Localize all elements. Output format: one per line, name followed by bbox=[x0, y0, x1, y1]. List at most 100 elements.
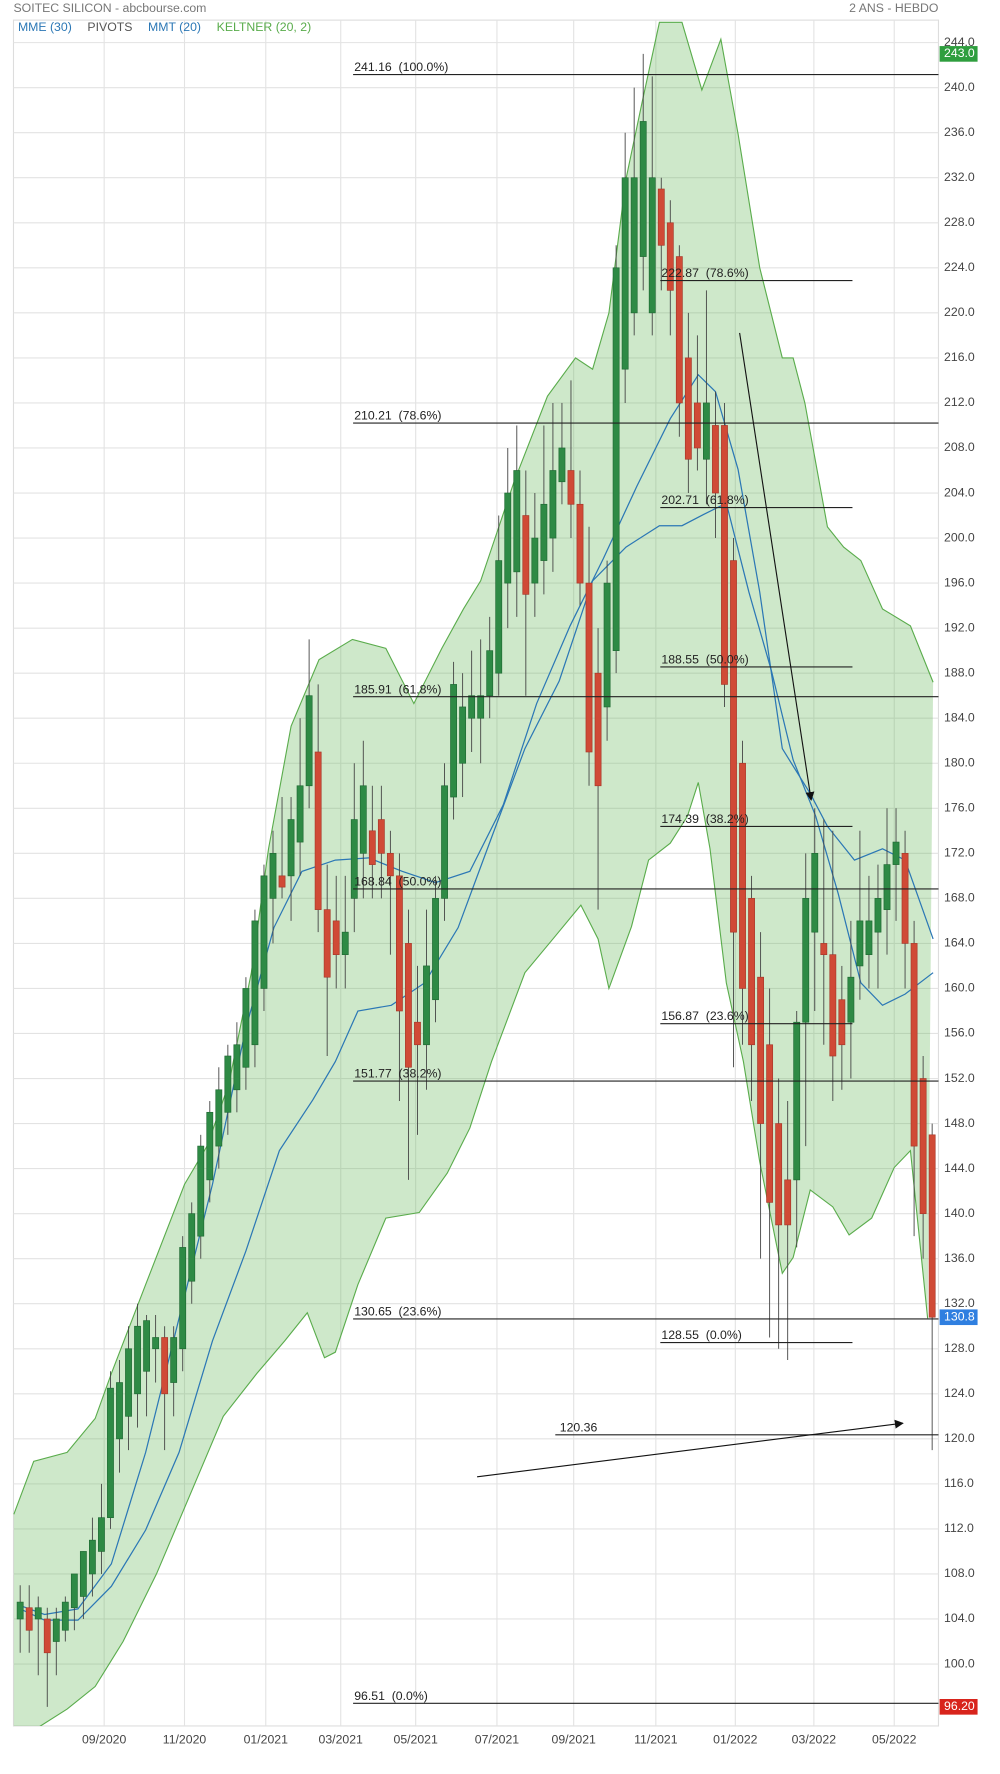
candle-body bbox=[134, 1325, 141, 1395]
x-tick-label: 03/2022 bbox=[792, 1733, 837, 1747]
candle-body bbox=[377, 819, 385, 854]
candle-body bbox=[314, 751, 322, 910]
candle-body bbox=[341, 931, 349, 956]
x-tick-label: 07/2021 bbox=[475, 1733, 520, 1747]
x-tick-label: 01/2021 bbox=[244, 1733, 289, 1747]
fib-label: 156.87 (23.6%) bbox=[661, 1009, 748, 1023]
y-tick-label: 228.0 bbox=[944, 215, 975, 229]
candle-body bbox=[883, 864, 891, 910]
level-label: 120.36 bbox=[560, 1420, 598, 1434]
x-tick-label: 09/2020 bbox=[82, 1733, 127, 1747]
candle-body bbox=[757, 976, 764, 1124]
candle-body bbox=[928, 1134, 936, 1318]
candle-body bbox=[197, 1145, 205, 1237]
fib-label: 188.55 (50.0%) bbox=[661, 653, 748, 667]
candle-body bbox=[143, 1320, 150, 1372]
y-tick-label: 244.0 bbox=[944, 35, 975, 49]
candle-body bbox=[242, 988, 250, 1068]
y-tick-label: 140.0 bbox=[944, 1206, 975, 1220]
y-tick-label: 236.0 bbox=[944, 125, 975, 139]
y-tick-label: 180.0 bbox=[944, 756, 975, 770]
y-tick-label: 100.0 bbox=[944, 1656, 975, 1670]
fib-label: 130.65 (23.6%) bbox=[354, 1304, 441, 1318]
candle-body bbox=[910, 943, 918, 1147]
trend-arrow bbox=[477, 1419, 904, 1478]
candle-body bbox=[567, 470, 575, 505]
candle-body bbox=[296, 785, 304, 843]
y-tick-label: 128.0 bbox=[944, 1341, 975, 1355]
candle-body bbox=[396, 875, 403, 1012]
x-tick-label: 05/2021 bbox=[393, 1733, 438, 1747]
y-tick-label: 212.0 bbox=[944, 395, 975, 409]
candle-body bbox=[820, 943, 828, 956]
candle-body bbox=[784, 1179, 792, 1226]
candle-body bbox=[630, 177, 638, 314]
candle-body bbox=[576, 503, 584, 584]
y-tick-label: 112.0 bbox=[944, 1521, 974, 1535]
candle-body bbox=[657, 188, 665, 246]
legend-entry: MME (30) bbox=[18, 20, 72, 34]
y-tick-label: 208.0 bbox=[944, 440, 975, 454]
candle-body bbox=[793, 1021, 801, 1181]
candle-body bbox=[531, 537, 539, 584]
fib-label: 96.51 (0.0%) bbox=[354, 1689, 428, 1703]
price-tag bbox=[939, 1699, 978, 1715]
candle-body bbox=[811, 852, 819, 933]
candle-body bbox=[495, 560, 503, 674]
candle-body bbox=[206, 1111, 214, 1181]
y-tick-label: 144.0 bbox=[944, 1161, 975, 1175]
y-tick-label: 148.0 bbox=[944, 1116, 975, 1130]
candle-body bbox=[648, 177, 656, 314]
y-tick-label: 196.0 bbox=[944, 575, 975, 589]
y-tick-label: 108.0 bbox=[944, 1566, 975, 1580]
y-tick-label: 192.0 bbox=[944, 620, 975, 634]
y-tick-label: 176.0 bbox=[944, 801, 975, 815]
candle-body bbox=[423, 965, 430, 1046]
candle-body bbox=[432, 898, 439, 1001]
fibonacci-layer: 241.16 (100.0%) 210.21 (78.6%) 185.91 (61.… bbox=[353, 60, 939, 1704]
candle-body bbox=[16, 1601, 24, 1620]
price-tag bbox=[939, 46, 978, 62]
chart-title: SOITEC SILICON - abcbourse.com bbox=[13, 1, 206, 15]
candle-body bbox=[540, 503, 548, 561]
candle-body bbox=[405, 943, 412, 1068]
candle-body bbox=[892, 841, 900, 865]
candle-body bbox=[775, 1123, 783, 1226]
candle-body bbox=[712, 425, 719, 494]
x-tick-label: 09/2021 bbox=[552, 1733, 597, 1747]
fib-label: 241.16 (100.0%) bbox=[354, 60, 448, 74]
candle-body bbox=[666, 222, 674, 291]
candle-body bbox=[70, 1573, 78, 1609]
candle-body bbox=[43, 1618, 51, 1654]
candle-body bbox=[269, 852, 277, 899]
candle-body bbox=[486, 650, 494, 697]
fib-label: 185.91 (61.8%) bbox=[354, 682, 441, 696]
candle-body bbox=[585, 582, 593, 753]
candle-body bbox=[188, 1213, 196, 1282]
candle-body bbox=[504, 492, 512, 584]
candle-body bbox=[468, 695, 476, 719]
candle-body bbox=[558, 447, 566, 483]
price-tag bbox=[939, 1309, 978, 1326]
y-tick-label: 164.0 bbox=[944, 936, 975, 950]
candle-body bbox=[323, 909, 331, 978]
period-label: 2 ANS - HEBDO bbox=[849, 1, 938, 15]
fib-label: 222.87 (78.6%) bbox=[661, 266, 748, 280]
candle-body bbox=[450, 684, 457, 798]
axis-layer: 100.0 104.0 108.0 112.0 116.0 120.0 124.0 128.0… bbox=[82, 35, 978, 1747]
price-tag-label: 130.8 bbox=[944, 1309, 975, 1323]
candle-body bbox=[350, 819, 358, 899]
fib-label: 128.55 (0.0%) bbox=[661, 1328, 741, 1342]
candle-body bbox=[260, 875, 268, 989]
legend: MME (30) PIVOTS MMT (20) KELTNER (20, 2) bbox=[18, 20, 311, 34]
candle-body bbox=[287, 819, 295, 877]
y-tick-label: 240.0 bbox=[944, 80, 975, 94]
candle-body bbox=[829, 954, 837, 1057]
candle-body bbox=[170, 1337, 178, 1383]
candle-body bbox=[116, 1382, 123, 1440]
y-tick-label: 156.0 bbox=[944, 1026, 975, 1040]
trend-arrow bbox=[739, 332, 815, 801]
y-tick-label: 200.0 bbox=[944, 530, 975, 544]
